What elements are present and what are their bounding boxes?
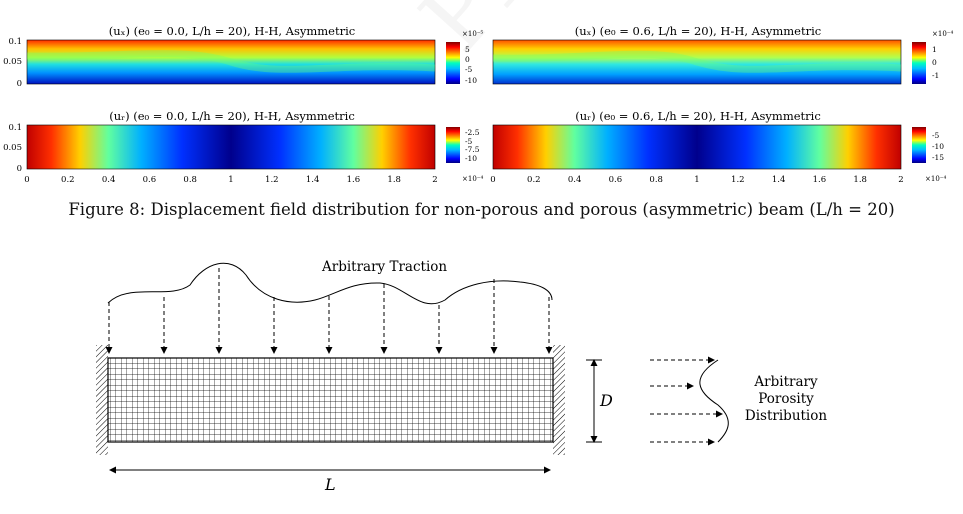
panel-ux-e0-0 bbox=[26, 39, 436, 85]
x-tick-label: 0 bbox=[24, 175, 29, 185]
svg-text:0: 0 bbox=[17, 79, 22, 89]
x-tick-label: 0 bbox=[490, 175, 495, 185]
svg-text:-7.5: -7.5 bbox=[465, 145, 480, 154]
panel-title-4: (uᵣ) (e₀ = 0.6, L/h = 20), H-H, Asymmetr… bbox=[575, 109, 821, 123]
svg-text:-2.5: -2.5 bbox=[465, 128, 480, 137]
x-tick-label: 0.4 bbox=[102, 175, 116, 185]
svg-text:×10⁻⁴: ×10⁻⁴ bbox=[932, 30, 953, 38]
x-tick-label: 0.8 bbox=[649, 175, 663, 185]
svg-text:-10: -10 bbox=[465, 76, 477, 85]
x-tick-label: 1.2 bbox=[265, 175, 279, 185]
y-axis-bottom: 0.1 0.05 0 bbox=[3, 123, 22, 174]
x-tick-label: 0.4 bbox=[568, 175, 582, 185]
x-tick-label: 0.6 bbox=[609, 175, 623, 185]
dimension-D: D bbox=[599, 391, 613, 410]
svg-text:0: 0 bbox=[17, 164, 22, 174]
svg-text:5: 5 bbox=[465, 45, 470, 54]
dimension-L: L bbox=[324, 475, 336, 494]
svg-text:-10: -10 bbox=[465, 154, 477, 163]
x-tick-label: 1.6 bbox=[813, 175, 827, 185]
x-tick-label: 1 bbox=[228, 175, 233, 185]
svg-text:×10⁻⁴: ×10⁻⁴ bbox=[925, 175, 946, 183]
svg-text:×10⁻⁵: ×10⁻⁵ bbox=[462, 30, 483, 38]
svg-text:0.1: 0.1 bbox=[8, 37, 22, 47]
panel-ux-e0-0.6 bbox=[492, 39, 902, 85]
svg-text:0.05: 0.05 bbox=[3, 143, 22, 153]
right-wall bbox=[553, 345, 565, 455]
panel-title-3: (uᵣ) (e₀ = 0.0, L/h = 20), H-H, Asymmetr… bbox=[109, 109, 355, 123]
svg-text:×10⁻⁴: ×10⁻⁴ bbox=[462, 175, 483, 183]
x-axis-left: 0 0.2 0.4 0.6 0.8 1 1.2 1.4 1.6 1.8 2 bbox=[24, 175, 437, 185]
svg-text:-15: -15 bbox=[932, 153, 944, 162]
x-tick-label: 1.8 bbox=[853, 175, 867, 185]
x-tick-label: 2 bbox=[432, 175, 437, 185]
x-tick-label: 1.6 bbox=[347, 175, 361, 185]
panel-uz-e0-0.6 bbox=[492, 124, 902, 170]
x-tick-label: 1.4 bbox=[306, 175, 320, 185]
colorbar-4: -5 -10 -15 ×10⁻⁴ bbox=[912, 127, 946, 183]
panel-title-2: (uₓ) (e₀ = 0.6, L/h = 20), H-H, Asymmetr… bbox=[575, 24, 821, 38]
porosity-label-1: Arbitrary bbox=[753, 374, 818, 390]
svg-text:0.1: 0.1 bbox=[8, 123, 22, 133]
traction-label: Arbitrary Traction bbox=[321, 259, 447, 275]
panel-uz-e0-0 bbox=[26, 124, 436, 170]
svg-text:0.05: 0.05 bbox=[3, 57, 22, 67]
porosity-label-2: Porosity bbox=[758, 391, 814, 407]
svg-text:-5: -5 bbox=[465, 65, 473, 74]
colorbar-2: ×10⁻⁴ 1 0 -1 bbox=[912, 30, 953, 84]
porosity-label-3: Distribution bbox=[745, 408, 827, 424]
meshed-beam bbox=[107, 357, 554, 443]
svg-text:1: 1 bbox=[932, 45, 937, 54]
x-tick-label: 0.6 bbox=[143, 175, 157, 185]
x-tick-label: 0.2 bbox=[527, 175, 541, 185]
x-axis-right: 0 0.2 0.4 0.6 0.8 1 1.2 1.4 1.6 1.8 2 bbox=[490, 175, 903, 185]
x-tick-label: 2 bbox=[898, 175, 903, 185]
svg-text:0: 0 bbox=[465, 55, 470, 64]
y-axis-top: 0.1 0.05 0 bbox=[3, 37, 22, 89]
panel-title-1: (uₓ) (e₀ = 0.0, L/h = 20), H-H, Asymmetr… bbox=[109, 24, 355, 38]
x-tick-label: 1.2 bbox=[731, 175, 745, 185]
svg-text:-5: -5 bbox=[465, 137, 473, 146]
svg-text:-5: -5 bbox=[932, 131, 940, 140]
colorbar-1: ×10⁻⁵ 5 0 -5 -10 bbox=[446, 30, 483, 85]
svg-text:-10: -10 bbox=[932, 142, 944, 151]
x-tick-label: 1 bbox=[694, 175, 699, 185]
x-tick-label: 0.2 bbox=[61, 175, 75, 185]
colorbar-3: -2.5 -5 -7.5 -10 ×10⁻⁴ bbox=[446, 127, 483, 183]
figure-caption: Figure 8: Displacement field distributio… bbox=[68, 200, 895, 219]
x-tick-label: 1.4 bbox=[772, 175, 786, 185]
left-wall bbox=[96, 345, 108, 455]
x-tick-label: 0.8 bbox=[183, 175, 197, 185]
x-tick-label: 1.8 bbox=[387, 175, 401, 185]
svg-text:0: 0 bbox=[932, 58, 937, 67]
traction-schematic: Arbitrary Traction L D bbox=[96, 259, 827, 494]
svg-text:-1: -1 bbox=[932, 71, 939, 80]
